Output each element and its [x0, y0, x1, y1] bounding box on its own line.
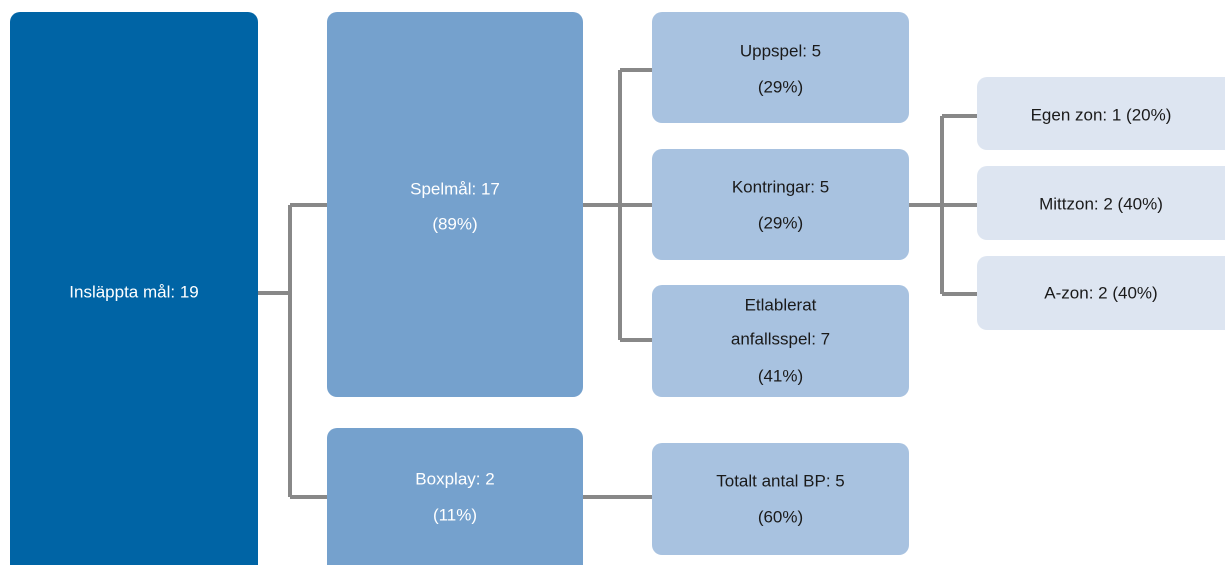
node-label: Totalt antal BP: 5	[716, 471, 845, 490]
node-label: Insläppta mål: 19	[69, 282, 198, 301]
node-label: (89%)	[432, 214, 477, 233]
node-label: (29%)	[758, 213, 803, 232]
node-label: Boxplay: 2	[415, 469, 494, 488]
node-label: Spelmål: 17	[410, 179, 500, 198]
node-box	[977, 77, 1225, 150]
node-label: A-zon: 2 (40%)	[1044, 283, 1157, 302]
node-box	[652, 285, 909, 397]
node-label: anfallsspel: 7	[731, 329, 830, 348]
node-box	[10, 12, 258, 565]
node-box	[327, 12, 583, 397]
connector	[909, 114, 977, 296]
node-label: (41%)	[758, 366, 803, 385]
node-box	[977, 256, 1225, 330]
node-label: (29%)	[758, 77, 803, 96]
node-label: Etlablerat	[745, 295, 817, 314]
node-label: Uppspel: 5	[740, 41, 821, 60]
connector	[583, 68, 652, 342]
node-label: Kontringar: 5	[732, 177, 829, 196]
node-label: (11%)	[433, 505, 477, 524]
node-label: Egen zon: 1 (20%)	[1031, 105, 1172, 124]
node-box	[652, 12, 909, 123]
node-box	[652, 443, 909, 555]
node-label: Mittzon: 2 (40%)	[1039, 194, 1163, 213]
node-label: (60%)	[758, 507, 803, 526]
node-box	[327, 428, 583, 565]
node-box	[652, 149, 909, 260]
node-box	[977, 166, 1225, 240]
connectors	[258, 68, 977, 499]
connector	[258, 203, 327, 499]
